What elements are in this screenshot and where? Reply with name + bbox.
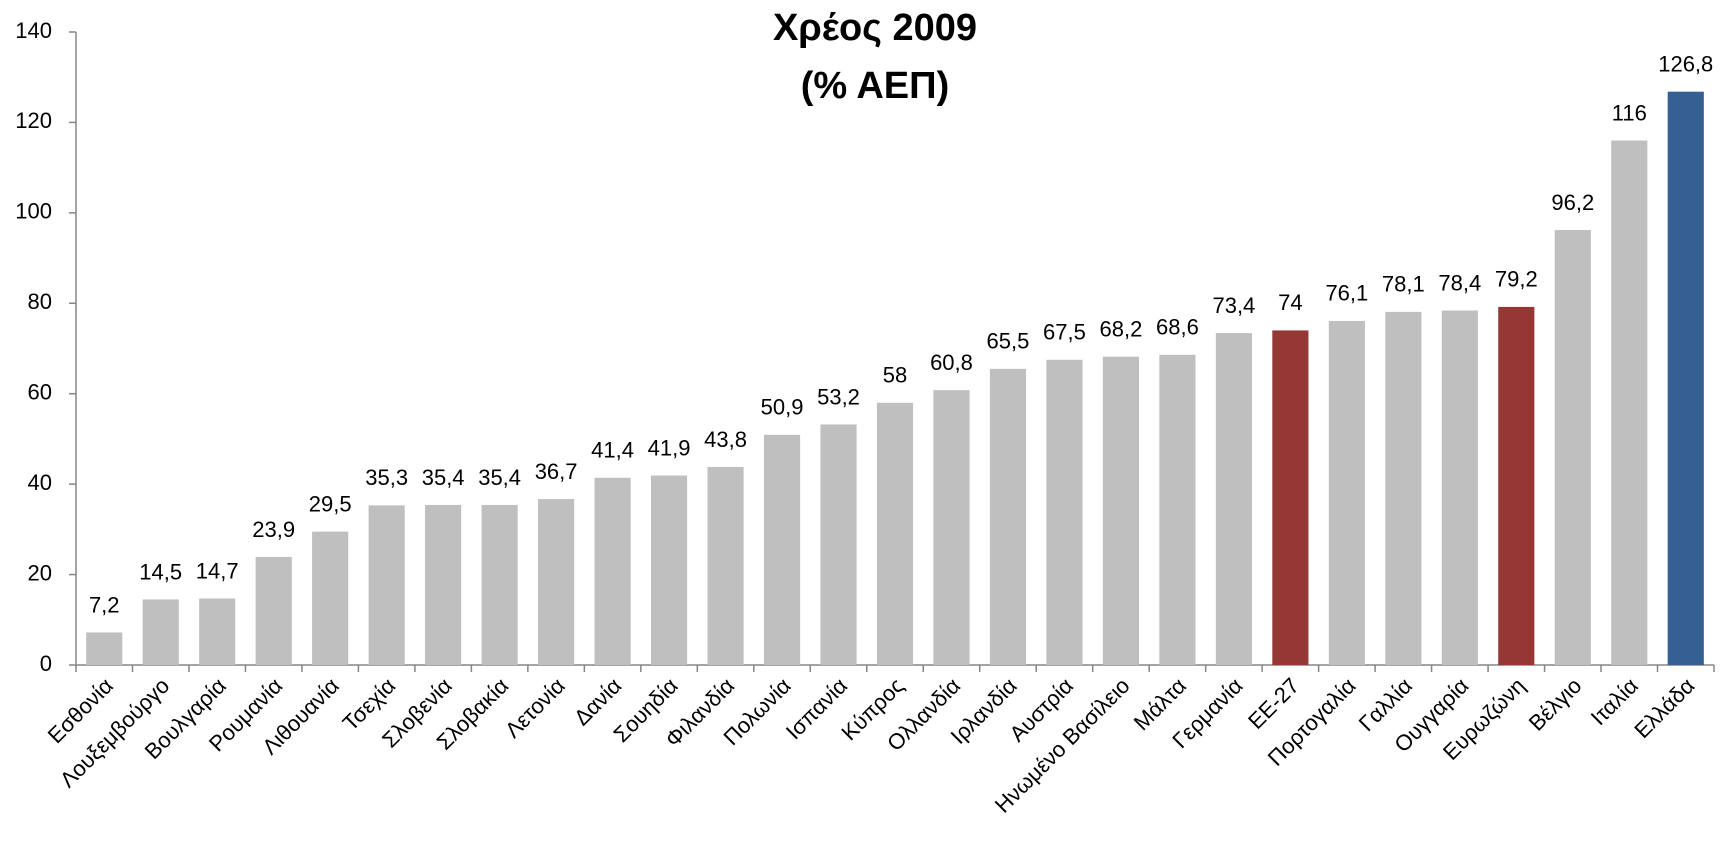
bar bbox=[1272, 330, 1309, 665]
value-label: 73,4 bbox=[1212, 293, 1255, 318]
bar bbox=[876, 402, 914, 665]
value-label: 7,2 bbox=[89, 592, 120, 617]
bar bbox=[1441, 310, 1478, 665]
value-label: 78,4 bbox=[1438, 270, 1481, 295]
bar bbox=[312, 531, 349, 665]
bar bbox=[86, 632, 123, 665]
y-tick-label: 140 bbox=[15, 18, 52, 43]
bar bbox=[538, 499, 575, 665]
y-tick-label: 0 bbox=[40, 651, 52, 676]
bar bbox=[142, 599, 179, 665]
bar bbox=[1611, 140, 1648, 665]
bar bbox=[1328, 320, 1365, 665]
value-label: 53,2 bbox=[817, 384, 860, 409]
bar bbox=[255, 556, 292, 665]
value-label: 79,2 bbox=[1495, 267, 1538, 292]
y-tick-label: 120 bbox=[15, 108, 52, 133]
value-label: 68,2 bbox=[1100, 316, 1143, 341]
value-label: 67,5 bbox=[1043, 320, 1086, 345]
bar bbox=[1667, 91, 1704, 665]
bar bbox=[1385, 311, 1422, 665]
bar bbox=[368, 505, 405, 665]
y-tick-label: 60 bbox=[28, 380, 52, 405]
bar bbox=[763, 434, 801, 665]
value-label: 41,9 bbox=[648, 435, 691, 460]
bar bbox=[594, 477, 631, 665]
value-label: 14,5 bbox=[139, 559, 182, 584]
bar bbox=[820, 424, 857, 665]
value-label: 36,7 bbox=[535, 459, 578, 484]
bar bbox=[1554, 230, 1591, 665]
value-label: 43,8 bbox=[704, 427, 747, 452]
bar bbox=[650, 475, 688, 665]
bar bbox=[1102, 356, 1140, 665]
value-label: 41,4 bbox=[591, 438, 634, 463]
value-label: 68,6 bbox=[1156, 315, 1199, 340]
value-label: 35,4 bbox=[478, 465, 521, 490]
value-label: 50,9 bbox=[761, 395, 804, 420]
value-label: 60,8 bbox=[930, 350, 973, 375]
bar bbox=[933, 390, 970, 665]
value-label: 35,3 bbox=[365, 465, 408, 490]
y-tick-label: 20 bbox=[28, 560, 52, 585]
y-tick-label: 100 bbox=[15, 199, 52, 224]
value-label: 29,5 bbox=[309, 491, 352, 516]
value-label: 23,9 bbox=[252, 517, 295, 542]
bar bbox=[425, 504, 462, 665]
x-tick-label: Ελλάδα bbox=[1629, 673, 1699, 743]
chart-subtitle: (% ΑΕΠ) bbox=[801, 65, 949, 107]
y-tick-label: 40 bbox=[28, 470, 52, 495]
y-tick-label: 80 bbox=[28, 289, 52, 314]
value-label: 126,8 bbox=[1658, 51, 1713, 76]
bar bbox=[1215, 333, 1252, 665]
value-label: 65,5 bbox=[987, 329, 1030, 354]
x-tick-label: Λετονία bbox=[500, 673, 570, 743]
value-label: 116 bbox=[1612, 100, 1647, 125]
value-label: 35,4 bbox=[422, 465, 465, 490]
chart-title: Χρέος 2009 bbox=[773, 7, 977, 49]
bar bbox=[481, 504, 518, 665]
value-label: 96,2 bbox=[1551, 190, 1594, 215]
bar bbox=[989, 368, 1027, 665]
bar bbox=[1498, 306, 1535, 665]
value-label: 74 bbox=[1278, 290, 1302, 315]
bar bbox=[1159, 354, 1196, 665]
value-label: 14,7 bbox=[196, 558, 239, 583]
bar bbox=[1046, 359, 1083, 665]
value-label: 78,1 bbox=[1382, 272, 1425, 297]
bar bbox=[707, 466, 744, 665]
x-tick-label: Βέλγιο bbox=[1524, 673, 1587, 736]
bar bbox=[199, 598, 236, 665]
value-label: 58 bbox=[883, 363, 907, 388]
value-label: 76,1 bbox=[1325, 281, 1368, 306]
